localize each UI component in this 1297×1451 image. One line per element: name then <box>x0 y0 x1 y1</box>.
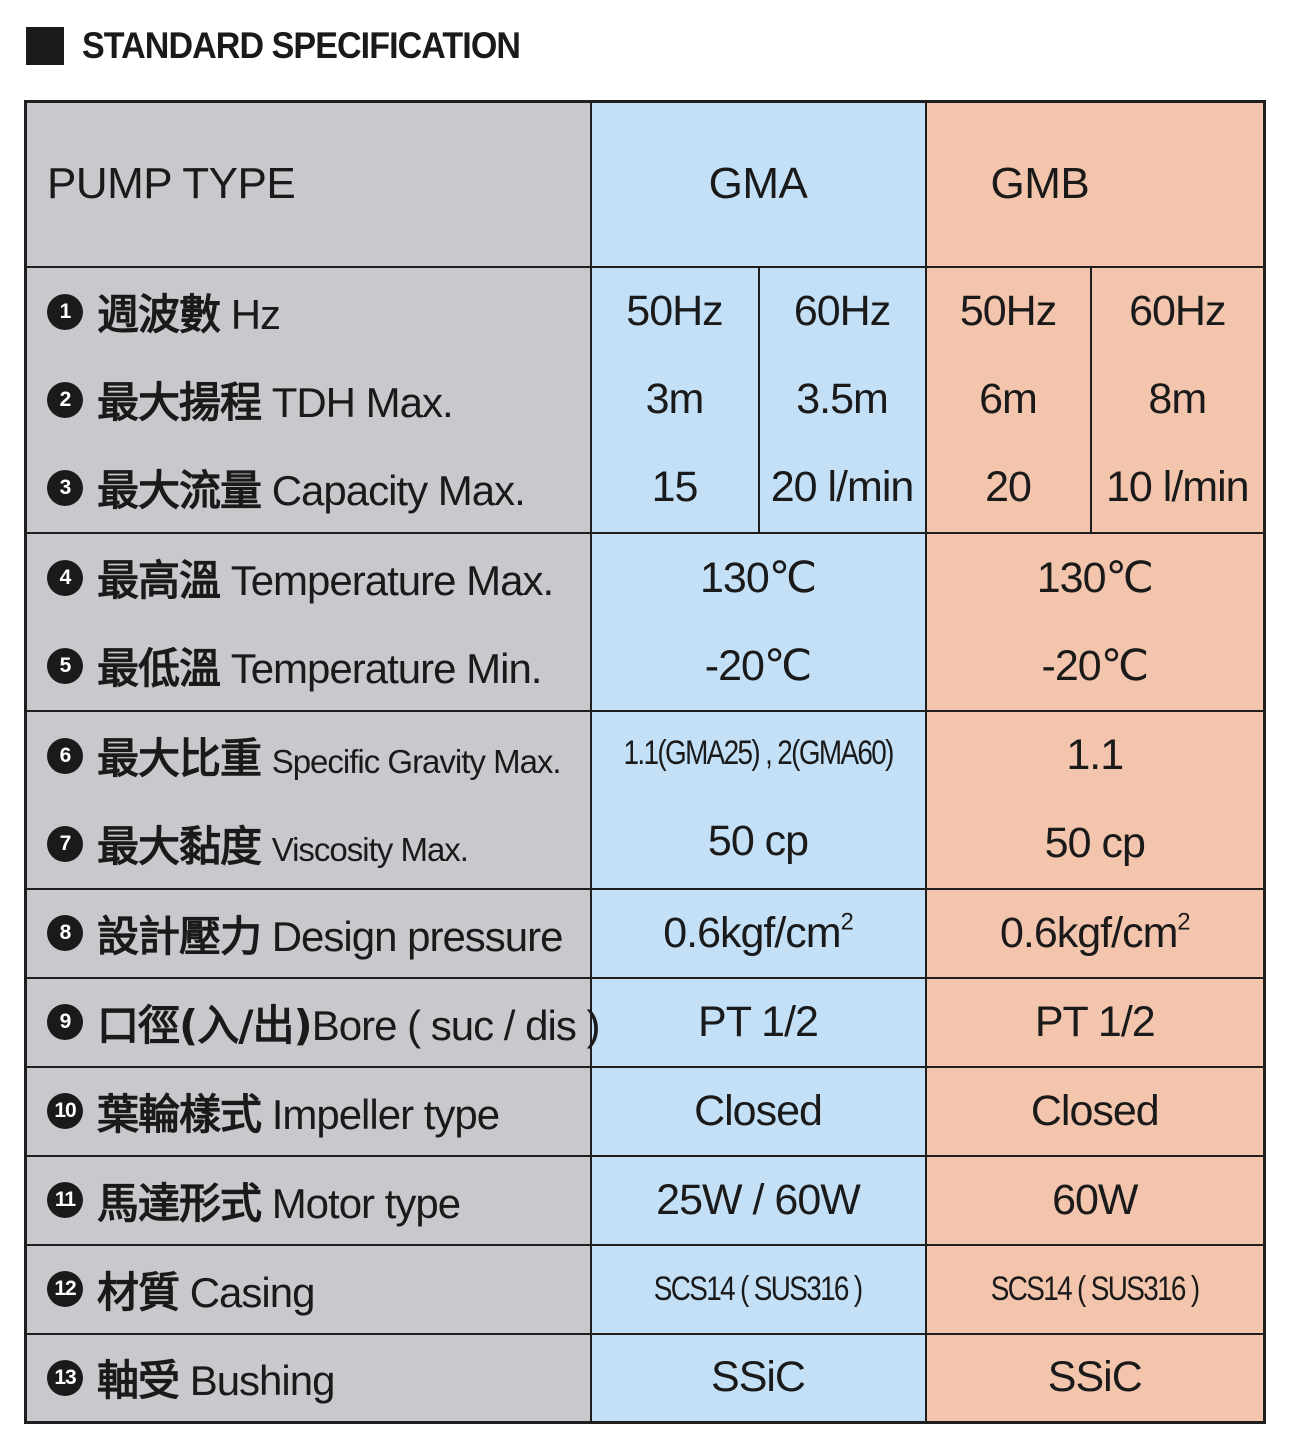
number-5-icon: 5 <box>47 647 83 684</box>
number-9-icon: 9 <box>47 1004 83 1040</box>
number-7-icon: 7 <box>47 825 83 862</box>
section-title: STANDARD SPECIFICATION <box>82 25 521 66</box>
gma-60hz-cell: 60Hz 3.5m 20 l/min <box>757 265 927 534</box>
gma-fluid-cell: 1.1(GMA25) , 2(GMA60) 50 cp <box>589 709 927 890</box>
pump-type-header: PUMP TYPE <box>24 100 592 268</box>
gmb-pressure-cell: 0.6kgf/cm2 <box>924 887 1266 979</box>
table-row-pressure: 8 設計壓力 Design pressure 0.6kgf/cm2 0.6kgf… <box>24 887 1266 979</box>
label-impeller: 10 葉輪樣式 Impeller type <box>47 1081 590 1142</box>
label-cell-performance: 1 週波數 Hz 2 最大揚程 TDH Max. 3 最大流量 Capacity… <box>24 265 592 534</box>
gma-header: GMA <box>589 100 927 268</box>
gmb-casing-cell: SCS14 ( SUS316 ) <box>924 1243 1266 1335</box>
label-pressure: 8 設計壓力 Design pressure <box>47 903 590 964</box>
gma-pressure-cell: 0.6kgf/cm2 <box>589 887 927 979</box>
label-motor: 11 馬達形式 Motor type <box>47 1170 590 1231</box>
number-6-icon: 6 <box>47 737 83 774</box>
label-cell-temperature: 4 最高溫 Temperature Max. 5 最低溫 Temperature… <box>24 531 592 712</box>
table-row-fluid: 6 最大比重 Specific Gravity Max. 7 最大黏度 Visc… <box>24 709 1266 890</box>
number-8-icon: 8 <box>47 915 83 951</box>
gma-impeller-cell: Closed <box>589 1065 927 1157</box>
header-row: PUMP TYPE GMA GMB <box>24 100 1266 268</box>
table-row-motor: 11 馬達形式 Motor type 25W / 60W 60W <box>24 1154 1266 1246</box>
gmb-60hz-cell: 60Hz 8m 10 l/min <box>1089 265 1266 534</box>
table-row-impeller: 10 葉輪樣式 Impeller type Closed Closed <box>24 1065 1266 1157</box>
gmb-bore-cell: PT 1/2 <box>924 976 1266 1068</box>
gmb-fluid-cell: 1.1 50 cp <box>924 709 1266 890</box>
label-cell-bushing: 13 軸受 Bushing <box>24 1332 592 1424</box>
label-cell-bore: 9 口徑(入/出)Bore ( suc / dis ) <box>24 976 600 1068</box>
table-row-bore: 9 口徑(入/出)Bore ( suc / dis ) PT 1/2 PT 1/… <box>24 976 1266 1068</box>
gma-motor-cell: 25W / 60W <box>589 1154 927 1246</box>
gma-bushing-cell: SSiC <box>589 1332 927 1424</box>
label-gravity: 6 最大比重 Specific Gravity Max. <box>47 725 590 786</box>
gma-casing-cell: SCS14 ( SUS316 ) <box>589 1243 927 1335</box>
number-13-icon: 13 <box>47 1359 83 1396</box>
label-cell-impeller: 10 葉輪樣式 Impeller type <box>24 1065 592 1157</box>
gmb-bushing-cell: SSiC <box>924 1332 1266 1424</box>
table-row-casing: 12 材質 Casing SCS14 ( SUS316 ) SCS14 ( SU… <box>24 1243 1266 1335</box>
gmb-50hz-cell: 50Hz 6m 20 <box>924 265 1092 534</box>
gma-bore-cell: PT 1/2 <box>589 976 927 1068</box>
number-4-icon: 4 <box>47 559 83 596</box>
number-10-icon: 10 <box>47 1093 83 1129</box>
table-row-temperature: 4 最高溫 Temperature Max. 5 最低溫 Temperature… <box>24 531 1266 712</box>
label-casing: 12 材質 Casing <box>47 1259 590 1320</box>
number-3-icon: 3 <box>47 469 83 506</box>
gma-50hz-cell: 50Hz 3m 15 <box>589 265 760 534</box>
label-cell-pressure: 8 設計壓力 Design pressure <box>24 887 592 979</box>
gma-temperature-cell: 130℃ -20℃ <box>589 531 927 712</box>
label-viscosity: 7 最大黏度 Viscosity Max. <box>47 813 590 874</box>
gmb-motor-cell: 60W <box>924 1154 1266 1246</box>
label-hz: 1 週波數 Hz <box>47 281 590 342</box>
number-2-icon: 2 <box>47 381 83 418</box>
label-bore: 9 口徑(入/出)Bore ( suc / dis ) <box>47 992 600 1053</box>
gmb-temperature-cell: 130℃ -20℃ <box>924 531 1266 712</box>
label-cell-casing: 12 材質 Casing <box>24 1243 592 1335</box>
gmb-header: GMB <box>924 100 1266 268</box>
number-1-icon: 1 <box>47 293 83 330</box>
table-row-performance: 1 週波數 Hz 2 最大揚程 TDH Max. 3 最大流量 Capacity… <box>24 265 1266 534</box>
label-tdh: 2 最大揚程 TDH Max. <box>47 369 590 430</box>
spec-table: PUMP TYPE GMA GMB 1 週波數 Hz 2 最大揚程 TDH Ma… <box>24 100 1267 1424</box>
header-square-icon <box>26 27 64 65</box>
label-capacity: 3 最大流量 Capacity Max. <box>47 457 590 518</box>
label-cell-motor: 11 馬達形式 Motor type <box>24 1154 592 1246</box>
number-12-icon: 12 <box>47 1271 83 1307</box>
table-row-bushing: 13 軸受 Bushing SSiC SSiC <box>24 1332 1266 1424</box>
label-cell-fluid: 6 最大比重 Specific Gravity Max. 7 最大黏度 Visc… <box>24 709 592 890</box>
label-temp-max: 4 最高溫 Temperature Max. <box>47 547 590 608</box>
section-header: STANDARD SPECIFICATION <box>26 24 558 68</box>
number-11-icon: 11 <box>47 1182 83 1218</box>
gmb-impeller-cell: Closed <box>924 1065 1266 1157</box>
label-temp-min: 5 最低溫 Temperature Min. <box>47 635 590 696</box>
label-bushing: 13 軸受 Bushing <box>47 1347 590 1408</box>
